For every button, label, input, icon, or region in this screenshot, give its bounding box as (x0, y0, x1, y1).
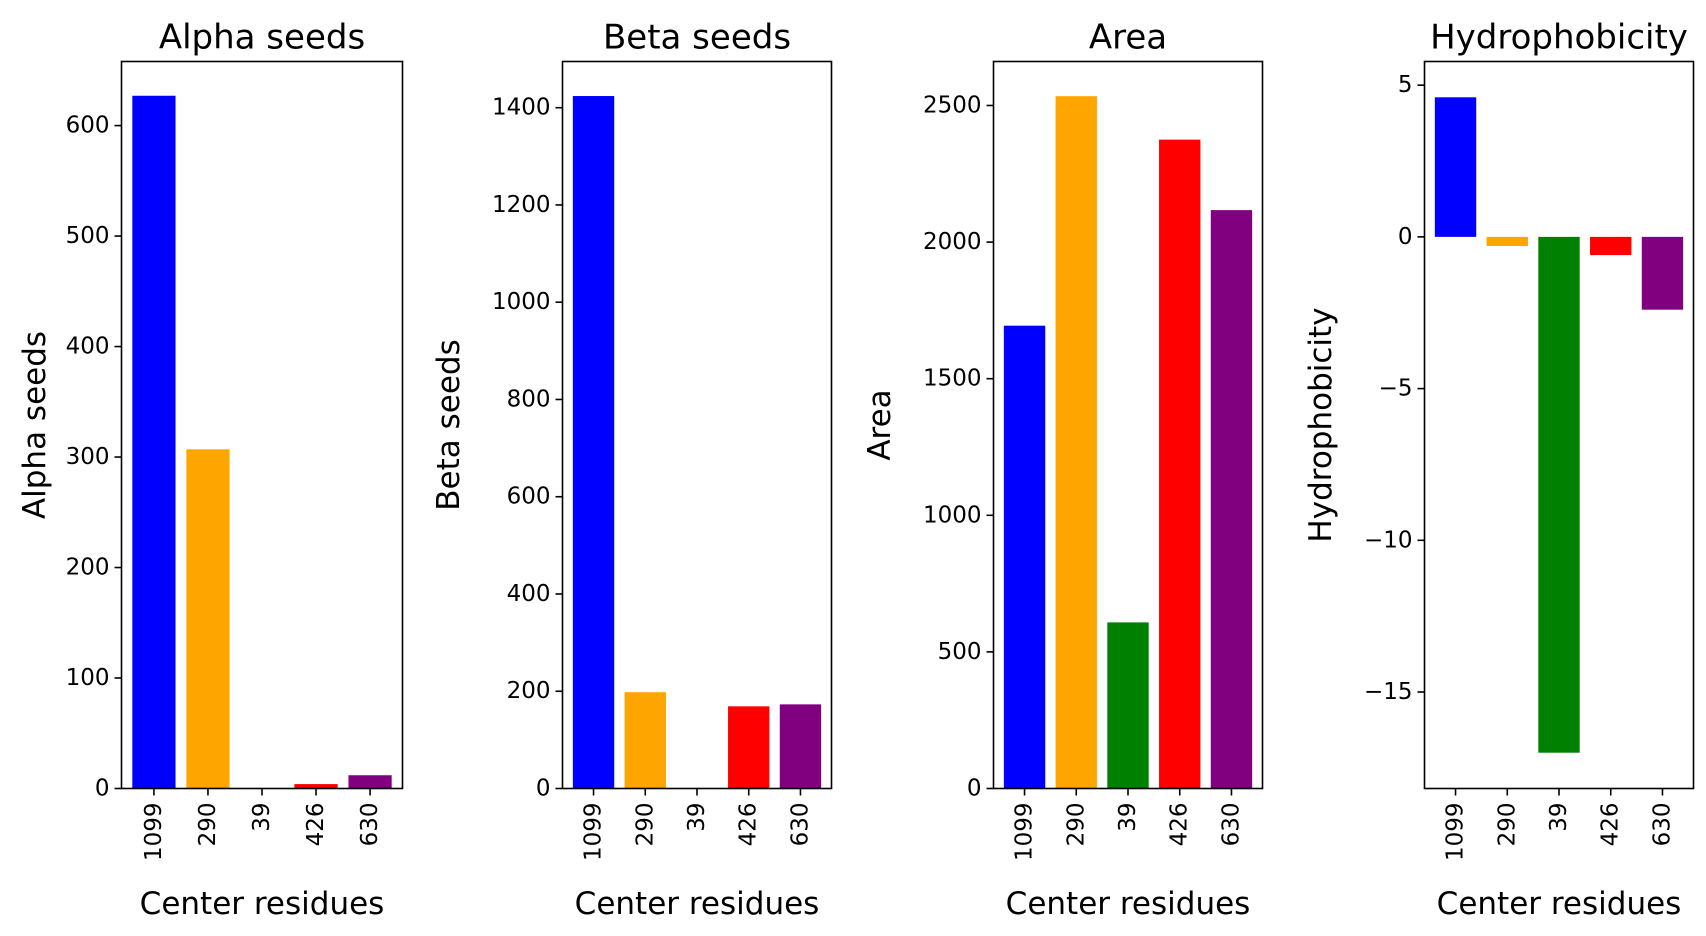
x-tick-label: 426 (1598, 803, 1624, 847)
x-tick-label: 630 (1218, 803, 1244, 847)
x-tick-label: 1099 (141, 803, 167, 862)
y-axis-label: Beta seeds (431, 339, 467, 510)
y-tick-label: 200 (66, 555, 110, 581)
bar-290 (624, 692, 666, 789)
x-tick-label: 426 (1167, 803, 1193, 847)
x-tick-label: 290 (1494, 803, 1520, 847)
y-tick-label: 500 (66, 223, 110, 249)
bar-630 (1641, 236, 1684, 310)
y-tick-label: 2500 (923, 92, 982, 118)
y-tick-label: 1000 (923, 502, 982, 528)
y-tick-label: 1500 (923, 366, 982, 392)
x-tick-label: 290 (1063, 803, 1089, 847)
x-axis-label: Center residues (575, 886, 820, 922)
bar-1099 (1434, 97, 1477, 237)
x-tick-label: 1099 (581, 803, 607, 862)
y-tick-label: 1000 (492, 289, 551, 315)
x-tick-label: 290 (632, 803, 658, 847)
y-tick-label: 400 (66, 334, 110, 360)
bar-426 (1590, 236, 1632, 256)
y-tick-label: 0 (1398, 224, 1413, 250)
chart-panel-4: −15 −10 −5 0 5 1099 290 39 426 630 Hydrophobicity C… (1303, 18, 1695, 922)
y-tick-label: 1200 (492, 192, 551, 218)
x-tick-label: 39 (1115, 803, 1141, 832)
x-tick-label: 630 (357, 803, 383, 847)
y-tick-label: 400 (507, 581, 551, 607)
x-tick-label: 1099 (1443, 803, 1469, 862)
chart-panel-2: 0 200 400 600 800 1000 1200 1400 1099 290 39 426 630… (431, 18, 833, 922)
chart-panel-1: 0 100 200 300 400 500 600 1099 290 39 426 630 Alpha … (17, 18, 404, 922)
y-axis-label: Hydrophobicity (1303, 307, 1339, 542)
y-tick-label: 200 (507, 678, 551, 704)
bar-290 (1055, 96, 1097, 789)
y-tick-label: −10 (1364, 527, 1413, 553)
bar-1099 (132, 95, 176, 789)
x-tick-label: 1099 (1012, 803, 1038, 862)
y-tick-label: 0 (967, 776, 982, 802)
x-tick-label: 39 (684, 803, 710, 832)
x-axis-label: Center residues (1006, 886, 1251, 922)
y-tick-label: 5 (1398, 72, 1413, 98)
bar-630 (348, 775, 392, 789)
y-tick-label: 300 (66, 444, 110, 470)
x-axis-label: Center residues (1437, 886, 1682, 922)
y-tick-label: −5 (1379, 376, 1413, 402)
y-tick-label: 600 (507, 484, 551, 510)
x-tick-label: 426 (736, 803, 762, 847)
x-tick-label: 630 (787, 803, 813, 847)
x-tick-label: 426 (303, 803, 329, 847)
bar-1099 (572, 96, 615, 789)
bar-290 (1486, 236, 1528, 246)
bar-39 (1538, 236, 1580, 753)
y-tick-label: 100 (66, 665, 110, 691)
chart-title: Beta seeds (603, 18, 791, 58)
y-axis-label: Area (862, 389, 898, 460)
bar-426 (1159, 139, 1201, 789)
y-tick-label: −15 (1364, 679, 1413, 705)
x-tick-label: 39 (249, 803, 275, 832)
bar-426 (728, 706, 770, 789)
bar-426 (294, 784, 338, 789)
y-tick-label: 800 (507, 386, 551, 412)
y-tick-label: 1400 (492, 95, 551, 121)
x-axis-label: Center residues (140, 886, 385, 922)
x-tick-label: 630 (1649, 803, 1675, 847)
bar-630 (779, 704, 822, 789)
y-tick-label: 0 (536, 776, 551, 802)
x-tick-label: 39 (1546, 803, 1572, 832)
bar-1099 (1003, 325, 1046, 789)
bar-630 (1210, 210, 1253, 789)
bar-290 (186, 449, 230, 789)
chart-panel-3: 0 500 1000 1500 2000 2500 1099 290 39 426 630 Area C… (862, 18, 1264, 922)
chart-title: Hydrophobicity (1430, 18, 1688, 58)
y-tick-label: 600 (66, 113, 110, 139)
y-axis-label: Alpha seeds (17, 331, 53, 519)
bar-39 (1107, 622, 1149, 789)
chart-title: Area (1089, 18, 1167, 58)
y-tick-label: 0 (95, 776, 110, 802)
y-tick-label: 2000 (923, 229, 982, 255)
chart-title: Alpha seeds (159, 18, 365, 58)
x-tick-label: 290 (195, 803, 221, 847)
y-tick-label: 500 (938, 639, 982, 665)
